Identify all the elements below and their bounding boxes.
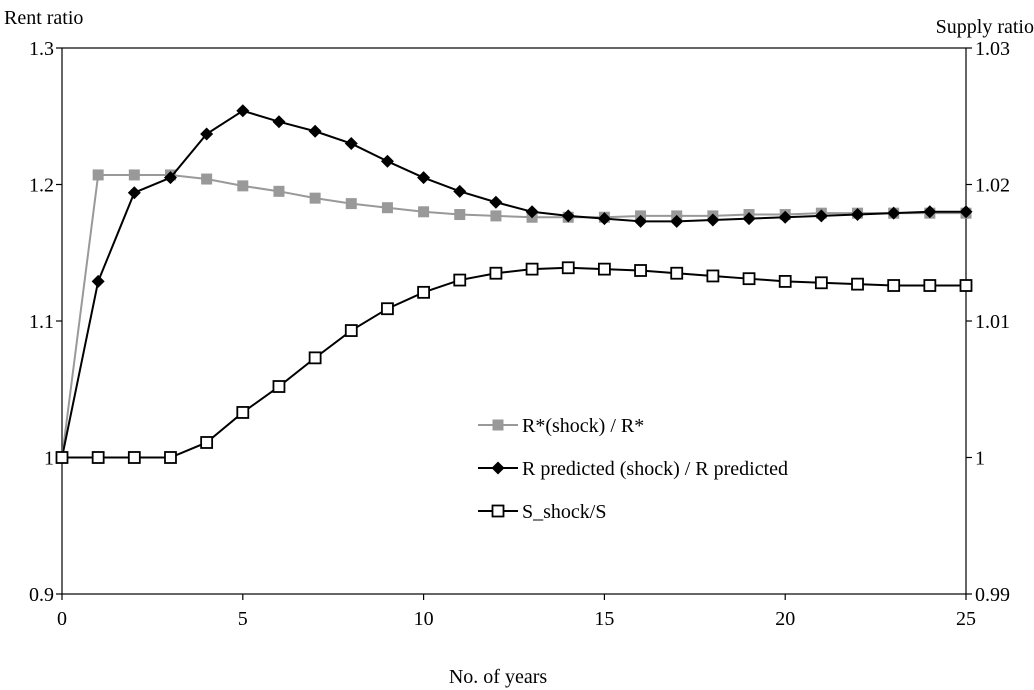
data-point: [670, 214, 684, 228]
data-point: [489, 195, 503, 209]
data-point: [490, 210, 502, 222]
series-line: [61, 173, 966, 458]
data-point: [200, 127, 214, 141]
data-point: [778, 210, 792, 224]
x-tick-label: 20: [775, 608, 795, 630]
data-point: [525, 262, 539, 276]
data-point: [742, 212, 756, 226]
left-axis-title: Rent ratio: [4, 7, 83, 29]
data-point: [489, 266, 503, 280]
left-tick-label: 1.3: [29, 38, 54, 60]
legend-swatch-marker: [491, 461, 505, 475]
data-point: [163, 171, 177, 185]
data-point: [417, 171, 431, 185]
legend: R*(shock) / R* R predicted (shock) / R pr…: [478, 415, 788, 523]
x-tick-label: 15: [594, 608, 614, 630]
data-point: [308, 351, 322, 365]
data-point: [959, 279, 973, 292]
data-point: [344, 137, 358, 151]
x-tick-label: 0: [57, 608, 67, 630]
data-point: [417, 285, 431, 299]
legend-label: R predicted (shock) / R predicted: [522, 458, 788, 480]
data-point: [742, 272, 756, 286]
data-point: [236, 104, 250, 118]
data-point: [634, 264, 647, 277]
data-point: [923, 279, 937, 292]
right-tick-label: 1: [975, 448, 985, 470]
right-tick-label: 1.03: [975, 38, 1010, 60]
data-point: [380, 154, 394, 168]
x-tick-label: 5: [238, 608, 248, 630]
data-point: [814, 209, 828, 223]
data-point: [272, 115, 286, 129]
data-point: [201, 173, 213, 185]
data-point: [128, 169, 140, 181]
data-point: [634, 214, 648, 228]
data-point: [453, 184, 467, 198]
data-point: [561, 209, 575, 223]
series-line: [62, 266, 966, 459]
legend-swatch-marker: [492, 419, 504, 431]
data-point: [236, 406, 250, 419]
data-point: [344, 324, 358, 337]
data-point: [778, 275, 792, 288]
data-point: [127, 451, 141, 464]
x-axis-title: No. of years: [449, 666, 548, 688]
left-tick-label: 1: [44, 448, 54, 470]
data-point: [91, 274, 105, 288]
data-point: [308, 124, 322, 138]
data-point: [55, 451, 69, 464]
data-point: [164, 451, 177, 464]
data-point: [814, 276, 828, 290]
data-point: [309, 192, 321, 204]
data-point: [706, 213, 720, 227]
data-point: [92, 169, 104, 181]
right-axis-title: Supply ratio: [936, 16, 1034, 38]
legend-label: R*(shock) / R*: [522, 415, 644, 437]
data-point: [454, 209, 466, 221]
left-tick-label: 1.1: [29, 311, 54, 333]
plot-frame: [61, 47, 967, 595]
data-point: [525, 205, 539, 219]
data-point: [851, 208, 865, 222]
data-point: [200, 436, 214, 449]
data-point: [597, 212, 611, 226]
data-point: [237, 180, 249, 192]
data-point: [127, 186, 141, 200]
legend-swatch-marker: [491, 504, 505, 518]
right-tick-label: 1.02: [975, 175, 1010, 197]
data-point: [959, 205, 973, 219]
data-point: [418, 206, 430, 218]
data-point: [598, 262, 611, 276]
x-tick-label: 10: [414, 608, 434, 630]
series-layer: [55, 104, 973, 464]
data-point: [345, 198, 357, 210]
data-point: [561, 261, 575, 275]
data-point: [453, 273, 467, 287]
left-tick-label: 0.9: [29, 584, 54, 606]
data-point: [381, 202, 393, 214]
series-1: [56, 169, 972, 463]
right-tick-label: 0.99: [975, 584, 1010, 606]
data-point: [851, 277, 864, 291]
right-tick-label: 1.01: [975, 311, 1010, 333]
series-line: [61, 109, 966, 458]
data-point: [887, 206, 901, 220]
data-point: [91, 451, 105, 464]
legend-label: S_shock/S: [522, 501, 606, 523]
data-point: [381, 302, 394, 316]
data-point: [273, 185, 285, 197]
left-tick-label: 1.2: [29, 175, 54, 197]
data-point: [272, 380, 286, 393]
data-point: [706, 269, 720, 283]
data-point: [923, 205, 937, 219]
data-point: [670, 266, 684, 280]
axis-ticks: 0 5 10 15 20 25 0.9 1 1.1 1.2 1.3 0.99 1 1.01 1.02 1.03: [29, 38, 1010, 630]
x-tick-label: 25: [956, 608, 976, 630]
data-point: [887, 279, 901, 292]
series-3: [55, 261, 973, 464]
